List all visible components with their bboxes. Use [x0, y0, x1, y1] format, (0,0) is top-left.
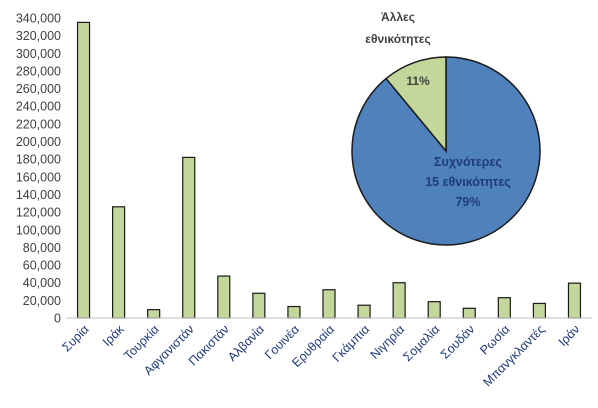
- x-tick-label: Ιράκ: [100, 322, 127, 349]
- bar: [217, 275, 231, 319]
- y-tick-label: 100,000: [16, 223, 61, 237]
- y-tick-label: 320,000: [16, 29, 61, 43]
- y-tick-label: 220,000: [16, 117, 61, 131]
- pie-slice-percent: 79%: [455, 195, 480, 209]
- x-tick-label: Ιράν: [556, 322, 583, 349]
- bar: [357, 304, 371, 319]
- y-tick-label: 140,000: [16, 188, 61, 202]
- pie-slice-label: Άλλες: [381, 10, 415, 24]
- y-tick-label: 0: [54, 312, 61, 326]
- bar: [252, 292, 266, 319]
- pie-slices: [351, 56, 541, 246]
- y-tick-label: 80,000: [23, 241, 61, 255]
- bar: [182, 156, 196, 319]
- pie-slice-percent: 11%: [406, 74, 430, 88]
- x-tick-label: Μπανγκλαντές: [480, 322, 547, 389]
- y-tick-label: 300,000: [16, 47, 61, 61]
- y-tick-label: 120,000: [16, 206, 61, 220]
- x-tick-label: Αλβανία: [225, 322, 267, 364]
- bar: [322, 289, 336, 319]
- pie-slice-label: Συχνότερες: [434, 155, 502, 169]
- y-tick-label: 280,000: [16, 64, 61, 78]
- bar: [76, 21, 91, 319]
- pie-labels: Συχνότερες 15 εθνικότητες 79% 11% Άλλες εθνικ…: [365, 10, 511, 209]
- bar: [567, 282, 582, 319]
- x-tick-label: Γκάμπια: [330, 322, 372, 364]
- y-tick-label: 40,000: [23, 276, 61, 290]
- y-tick-label: 60,000: [23, 259, 61, 273]
- x-axis-categories: Συρία ΙράκΤουρκίαΑφγανιστάνΠακιστάνΑλβανί…: [59, 322, 582, 390]
- x-tick-label: Σουδάν: [438, 322, 478, 362]
- y-tick-label: 160,000: [16, 170, 61, 184]
- pie-slice-label: εθνικότητες: [365, 32, 430, 46]
- y-tick-label: 340,000: [16, 12, 61, 26]
- bar: [287, 305, 301, 319]
- bar: [427, 301, 441, 319]
- bar-series: [76, 21, 582, 319]
- y-axis-ticks: 0 20,000 40,000 60,000 80,000 100,000 120,000 1…: [16, 12, 61, 326]
- pie-slice-label: 15 εθνικότητες: [425, 175, 511, 189]
- bar: [392, 282, 406, 319]
- pie-slice: [385, 56, 447, 154]
- bar: [497, 297, 511, 319]
- y-tick-label: 20,000: [23, 294, 61, 308]
- pie-chart: Συχνότερες 15 εθνικότητες 79% 11% Άλλες εθνικ…: [351, 10, 541, 246]
- y-tick-label: 200,000: [16, 135, 61, 149]
- y-tick-label: 180,000: [16, 153, 61, 167]
- bar: [147, 309, 161, 319]
- x-tick-label: Σομαλία: [400, 322, 442, 364]
- x-tick-label: Συρία: [59, 322, 91, 354]
- bar: [111, 206, 126, 319]
- bar: [462, 307, 476, 319]
- y-tick-label: 240,000: [16, 100, 61, 114]
- bar: [532, 302, 547, 319]
- y-tick-label: 260,000: [16, 82, 61, 96]
